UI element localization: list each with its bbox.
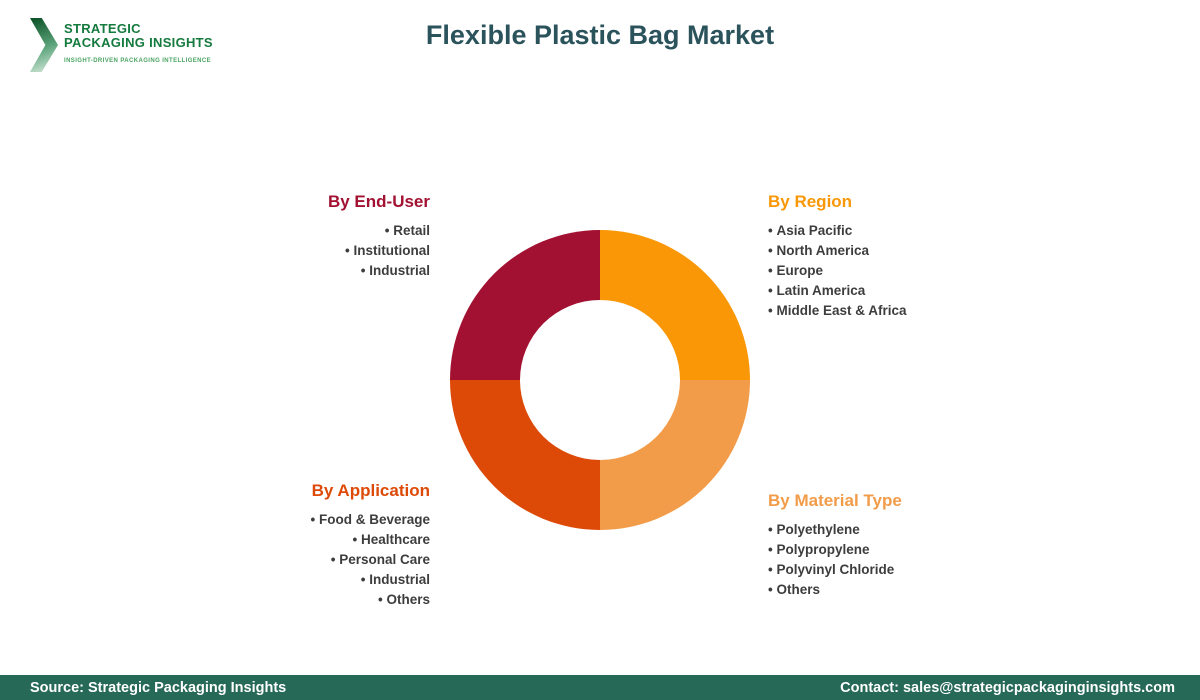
category-region-list: Asia PacificNorth AmericaEuropeLatin Ame…: [768, 221, 907, 321]
category-region-title: By Region: [768, 192, 853, 211]
list-item: Polyvinyl Chloride: [768, 560, 902, 580]
category-end-user-list: RetailInstitutionalIndustrial: [328, 221, 431, 281]
logo-tagline: INSIGHT-DRIVEN PACKAGING INTELLIGENCE: [64, 58, 212, 64]
list-item: Personal Care: [310, 550, 430, 570]
category-application-title: By Application: [311, 481, 430, 500]
category-material-type-list: PolyethylenePolypropylenePolyvinyl Chlor…: [768, 520, 902, 600]
footer-contact: Contact: sales@strategicpackaginginsight…: [840, 679, 1175, 696]
list-item: Polypropylene: [768, 540, 902, 560]
logo-text: STRATEGIC PACKAGING INSIGHTS INSIGHT-DRI…: [64, 16, 213, 65]
list-item: Latin America: [768, 281, 907, 301]
list-item: Polyethylene: [768, 520, 902, 540]
footer-bar: Source: Strategic Packaging Insights Con…: [0, 675, 1200, 700]
list-item: Others: [310, 590, 430, 610]
category-application: By Application Food & BeverageHealthcare…: [310, 481, 430, 610]
footer-source: Source: Strategic Packaging Insights: [30, 679, 287, 696]
list-item: Food & Beverage: [310, 510, 430, 530]
category-end-user: By End-User RetailInstitutionalIndustria…: [328, 192, 430, 281]
category-material-type: By Material Type PolyethylenePolypropyle…: [768, 491, 902, 600]
category-region: By Region Asia PacificNorth AmericaEurop…: [768, 192, 907, 321]
list-item: Retail: [328, 221, 430, 241]
category-end-user-title: By End-User: [327, 192, 430, 211]
list-item: Industrial: [310, 570, 430, 590]
list-item: North America: [768, 241, 907, 261]
list-item: Healthcare: [310, 530, 430, 550]
category-application-list: Food & BeverageHealthcarePersonal CareIn…: [310, 510, 430, 610]
logo-line1: STRATEGIC: [64, 21, 141, 36]
list-item: Industrial: [328, 261, 430, 281]
logo: STRATEGIC PACKAGING INSIGHTS INSIGHT-DRI…: [30, 16, 213, 72]
page-title: Flexible Plastic Bag Market: [425, 20, 775, 50]
list-item: Europe: [768, 261, 907, 281]
logo-line2: PACKAGING INSIGHTS: [64, 35, 213, 50]
list-item: Others: [768, 580, 902, 600]
list-item: Middle East & Africa: [768, 301, 906, 321]
donut-chart: [450, 230, 750, 530]
category-material-type-title: By Material Type: [768, 491, 902, 510]
list-item: Institutional: [328, 241, 431, 261]
donut-hole: [520, 300, 680, 460]
list-item: Asia Pacific: [768, 221, 907, 241]
